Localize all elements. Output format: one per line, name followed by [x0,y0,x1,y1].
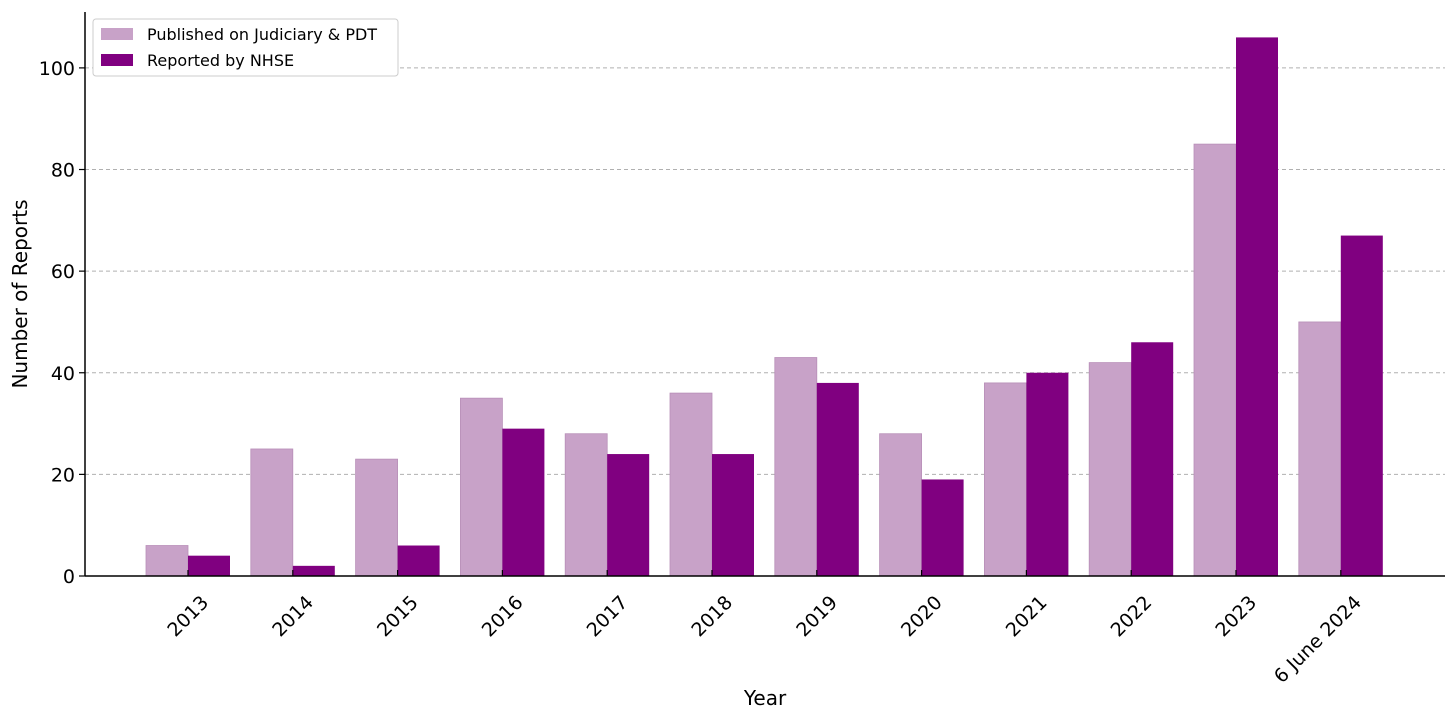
bar-nhse-1 [292,565,335,576]
legend-swatch-nhse [101,54,133,66]
x-tick-label-4: 2017 [583,592,633,642]
bar-nhse-8 [1026,372,1069,576]
legend-swatch-published [101,28,133,40]
y-ticks: 0 20 40 60 80 100 [39,58,85,588]
bar-nhse-5 [712,454,754,576]
y-tick-label-60: 60 [51,261,75,283]
bar-published-0 [145,545,189,577]
x-tick-label-1: 2014 [268,592,318,642]
bar-published-4 [564,433,608,577]
grid-lines [85,67,1445,475]
bar-nhse-11 [1340,235,1383,576]
legend-label-published: Published on Judiciary & PDT [147,25,377,44]
y-tick-label-20: 20 [51,464,75,486]
bar-nhse-9 [1131,342,1174,576]
bar-published-5 [669,392,713,577]
x-tick-label-8: 2021 [1002,592,1052,642]
x-tick-label-0: 2013 [163,592,213,642]
y-axis-title: Number of Reports [8,199,32,388]
x-axis-title: Year [743,686,787,710]
bar-published-1 [250,448,294,577]
bar-published-7 [879,433,922,577]
bar-nhse-0 [188,555,230,576]
bar-published-3 [459,397,503,577]
x-tick-label-6: 2019 [792,592,842,642]
bar-published-10 [1193,143,1237,577]
x-tick-label-9: 2022 [1107,592,1157,642]
bar-nhse-7 [921,479,964,576]
bar-nhse-2 [397,545,440,576]
bar-nhse-6 [816,382,859,576]
y-tick-label-100: 100 [39,58,75,80]
x-tick-label-10: 2023 [1211,592,1261,642]
bar-published-6 [774,357,818,577]
axes [84,12,1445,577]
bars [145,37,1383,577]
bar-published-9 [1088,362,1132,577]
bar-published-11 [1298,321,1342,577]
x-tick-label-3: 2016 [478,592,528,642]
y-tick-label-0: 0 [63,566,75,588]
legend-box [92,18,399,77]
x-tick-label-2: 2015 [373,592,423,642]
y-tick-label-80: 80 [51,160,75,182]
x-tick-label-5: 2018 [687,592,737,642]
legend: Published on Judiciary & PDT Reported by… [92,18,399,77]
bar-published-8 [984,382,1027,577]
bar-nhse-3 [502,428,545,576]
x-tick-label-7: 2020 [897,592,947,642]
legend-label-nhse: Reported by NHSE [147,51,294,70]
bar-nhse-4 [607,454,650,576]
bar-nhse-10 [1236,37,1278,577]
bar-published-2 [355,458,399,577]
y-tick-label-40: 40 [51,363,75,385]
x-tick-label-11: 6 June 2024 [1270,592,1366,688]
x-ticks: 2013 2014 2015 2016 2017 2018 2019 2020 2021 2022… [163,570,1366,688]
